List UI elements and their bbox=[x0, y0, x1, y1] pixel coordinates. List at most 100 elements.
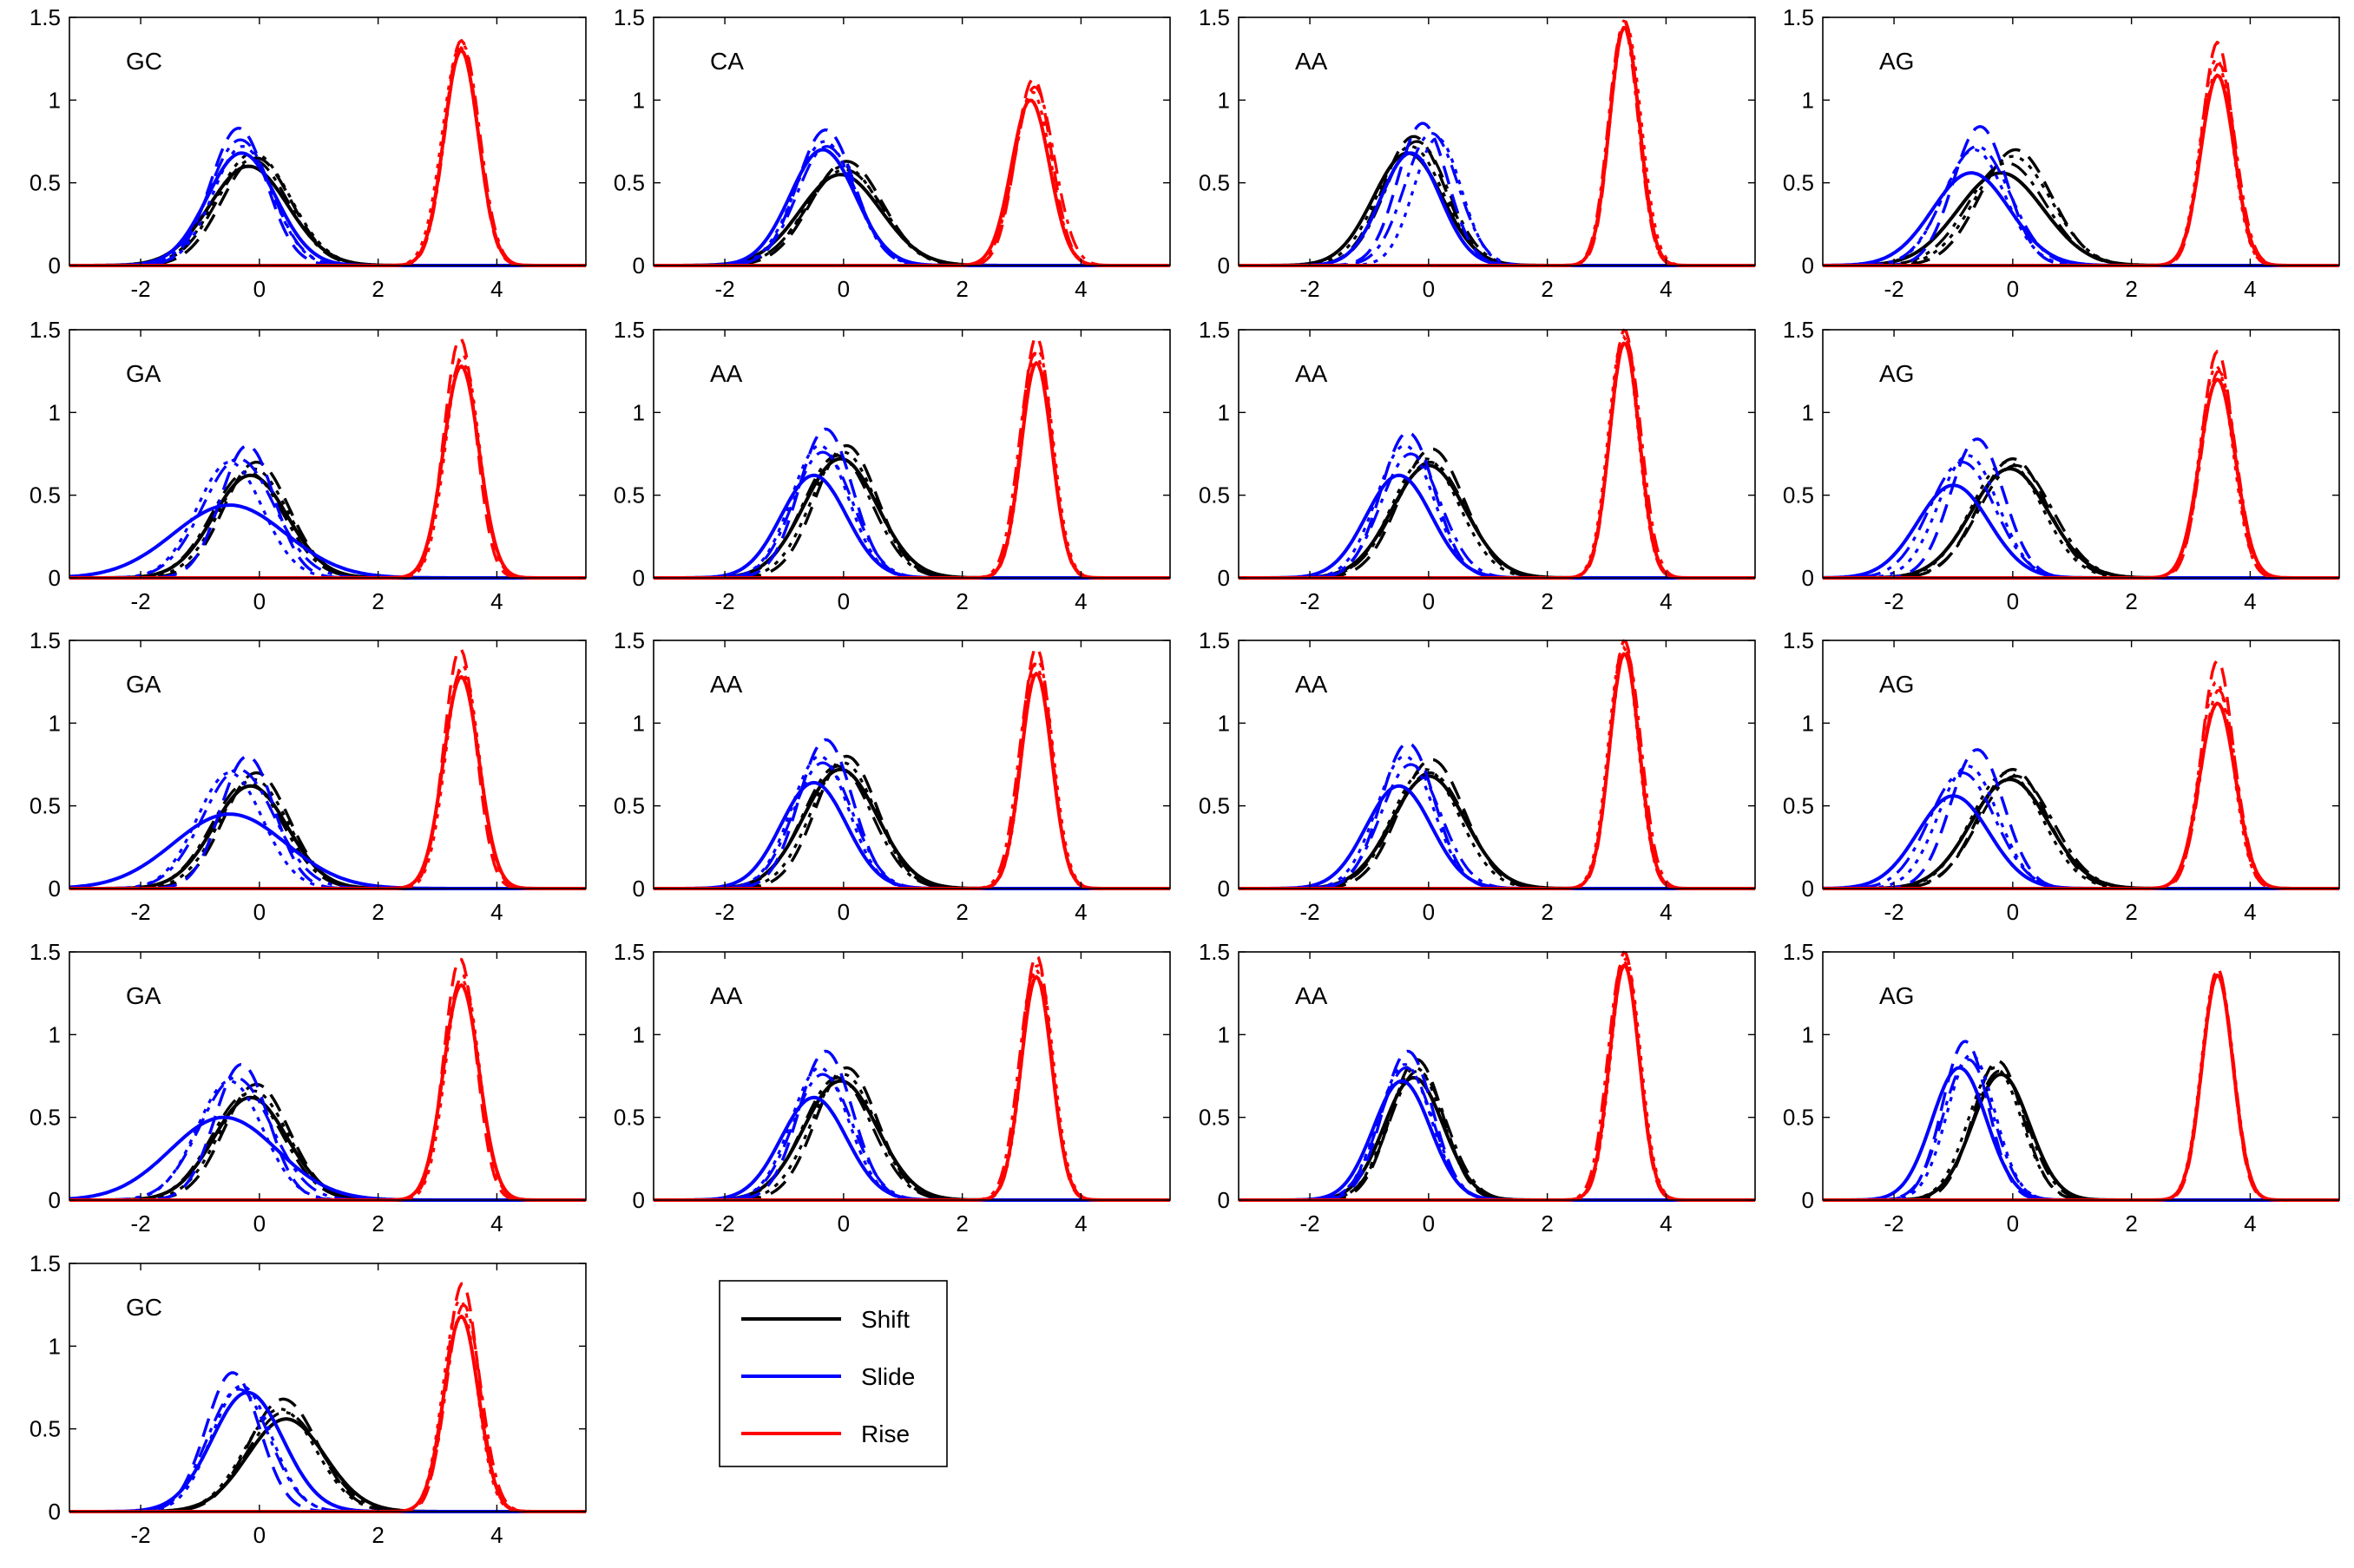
plot-area bbox=[1823, 17, 2339, 266]
y-tick-label: 0 bbox=[1802, 1187, 1814, 1213]
curve-rise-2 bbox=[1823, 967, 2339, 1202]
y-tick-label: 0.5 bbox=[1199, 482, 1230, 508]
x-tick-label: -2 bbox=[131, 1210, 151, 1237]
panel-4: -2 0 2 4 0 0.5 1 1.5 AG bbox=[1783, 4, 2340, 302]
panel-title: GC bbox=[126, 1294, 162, 1321]
y-tick-label: 1 bbox=[633, 1021, 645, 1047]
plot-area bbox=[69, 952, 586, 1200]
x-tick-label: 0 bbox=[253, 899, 266, 925]
x-tick-label: 4 bbox=[1075, 276, 1087, 302]
x-tick-label: 4 bbox=[1075, 1210, 1087, 1237]
x-tick-label: 2 bbox=[2125, 276, 2137, 302]
curve-slide-4 bbox=[1239, 763, 1755, 890]
plot-area bbox=[69, 330, 586, 578]
y-tick-label: 0 bbox=[1218, 253, 1230, 279]
axes-box bbox=[1822, 16, 2340, 266]
x-tick-label: 4 bbox=[1660, 899, 1672, 925]
panel-title: GC bbox=[126, 48, 162, 75]
y-tick-label: 0.5 bbox=[1783, 1105, 1814, 1131]
curve-slide-4 bbox=[1239, 452, 1755, 580]
x-tick-label: -2 bbox=[1300, 899, 1320, 925]
y-tick-label: 0 bbox=[1802, 565, 1814, 591]
x-tick-label: 0 bbox=[2007, 276, 2019, 302]
x-tick-label: -2 bbox=[1884, 1210, 1904, 1237]
y-tick-label: 0.5 bbox=[1783, 170, 1814, 196]
y-tick-label: 0 bbox=[49, 565, 61, 591]
x-tick-label: 0 bbox=[1423, 276, 1435, 302]
panel-7: -2 0 2 4 0 0.5 1 1.5 AA bbox=[1199, 317, 1756, 614]
y-tick-label: 0.5 bbox=[1199, 170, 1230, 196]
y-tick-label: 0.5 bbox=[30, 170, 61, 196]
panel-15: -2 0 2 4 0 0.5 1 1.5 AA bbox=[1199, 939, 1756, 1237]
plot-area bbox=[1239, 330, 1755, 578]
y-tick-label: 1.5 bbox=[30, 627, 61, 653]
x-tick-label: 0 bbox=[253, 1522, 266, 1548]
x-tick-label: -2 bbox=[715, 1210, 735, 1237]
y-tick-label: 1 bbox=[1218, 710, 1230, 736]
x-tick-label: -2 bbox=[1300, 1210, 1320, 1237]
axes-box bbox=[69, 640, 587, 889]
panel-9: -2 0 2 4 0 0.5 1 1.5 GA bbox=[30, 627, 587, 925]
x-tick-label: -2 bbox=[131, 899, 151, 925]
plot-area bbox=[69, 640, 586, 889]
plot-area bbox=[1239, 640, 1755, 889]
x-tick-label: 0 bbox=[1423, 588, 1435, 614]
x-tick-label: -2 bbox=[131, 588, 151, 614]
y-tick-label: 0.5 bbox=[614, 170, 645, 196]
y-tick-label: 1 bbox=[1802, 87, 1814, 113]
panel-title: AA bbox=[710, 671, 743, 698]
curve-shift-4 bbox=[69, 1092, 586, 1202]
x-tick-label: 4 bbox=[1075, 588, 1087, 614]
y-tick-label: 1 bbox=[1802, 1021, 1814, 1047]
y-tick-label: 0 bbox=[633, 1187, 645, 1213]
panel-title: AA bbox=[1295, 360, 1328, 387]
panel-title: GA bbox=[126, 671, 161, 698]
y-tick-label: 1.5 bbox=[614, 317, 645, 343]
y-tick-label: 1.5 bbox=[30, 317, 61, 343]
y-tick-label: 1 bbox=[1218, 1021, 1230, 1047]
x-tick-label: 2 bbox=[372, 899, 384, 925]
axes-box bbox=[1822, 329, 2340, 579]
axes-box bbox=[69, 329, 587, 579]
y-tick-label: 1.5 bbox=[1199, 317, 1230, 343]
y-tick-label: 0 bbox=[1218, 1187, 1230, 1213]
y-tick-label: 1 bbox=[49, 399, 61, 425]
x-tick-label: 0 bbox=[2007, 1210, 2019, 1237]
curve-slide-4 bbox=[69, 138, 586, 267]
panel-5: -2 0 2 4 0 0.5 1 1.5 GA bbox=[30, 317, 587, 614]
y-tick-label: 0.5 bbox=[614, 1105, 645, 1131]
plot-area bbox=[69, 1263, 586, 1512]
curve-shift-3 bbox=[69, 467, 586, 580]
y-tick-label: 0.5 bbox=[30, 1105, 61, 1131]
axes-box bbox=[653, 16, 1171, 266]
plot-area bbox=[654, 640, 1170, 889]
x-tick-label: -2 bbox=[1884, 899, 1904, 925]
panel-14: -2 0 2 4 0 0.5 1 1.5 AA bbox=[614, 939, 1171, 1237]
y-tick-label: 0.5 bbox=[1783, 793, 1814, 819]
panel-title: AG bbox=[1879, 982, 1914, 1009]
axes-box bbox=[1238, 640, 1756, 889]
panel-title: AA bbox=[710, 982, 743, 1009]
x-tick-label: 0 bbox=[2007, 899, 2019, 925]
axes-box bbox=[1822, 640, 2340, 889]
x-tick-label: 0 bbox=[838, 276, 850, 302]
y-tick-label: 0 bbox=[1218, 876, 1230, 902]
x-tick-label: -2 bbox=[131, 276, 151, 302]
y-tick-label: 1.5 bbox=[614, 939, 645, 965]
y-tick-label: 1 bbox=[49, 1021, 61, 1047]
y-tick-label: 0.5 bbox=[30, 793, 61, 819]
x-tick-label: -2 bbox=[1300, 588, 1320, 614]
y-tick-label: 1.5 bbox=[1199, 4, 1230, 30]
panel-11: -2 0 2 4 0 0.5 1 1.5 AA bbox=[1199, 627, 1756, 925]
y-tick-label: 1.5 bbox=[1199, 939, 1230, 965]
x-tick-label: 0 bbox=[253, 276, 266, 302]
curve-rise-2 bbox=[69, 1282, 586, 1513]
y-tick-label: 0 bbox=[1802, 253, 1814, 279]
x-tick-label: 0 bbox=[253, 588, 266, 614]
y-tick-label: 1 bbox=[49, 710, 61, 736]
x-tick-label: 4 bbox=[490, 276, 503, 302]
y-tick-label: 0.5 bbox=[1199, 793, 1230, 819]
y-tick-label: 1 bbox=[1218, 87, 1230, 113]
plot-area bbox=[1239, 952, 1755, 1200]
plot-area bbox=[654, 330, 1170, 578]
